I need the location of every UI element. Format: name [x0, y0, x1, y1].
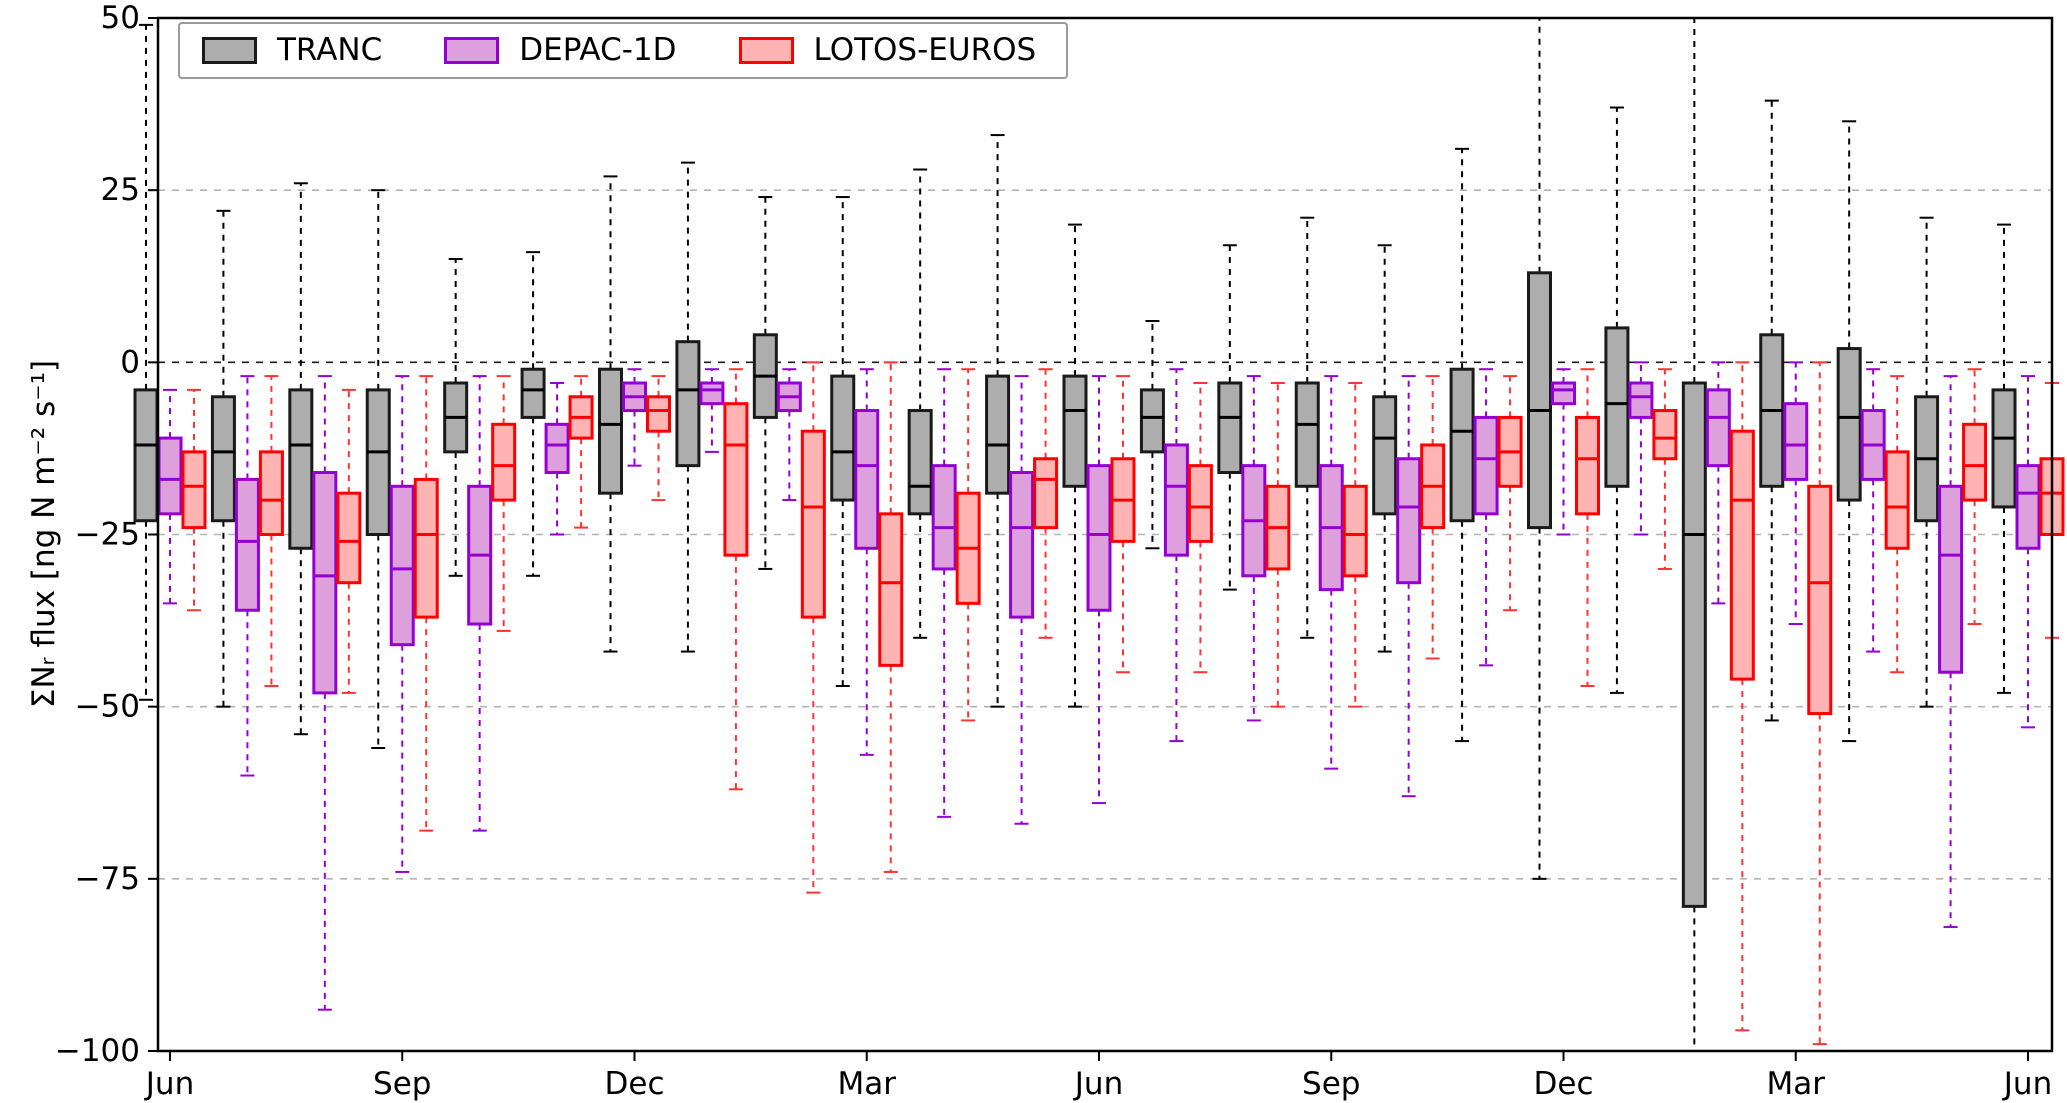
legend-item-depac-1d: DEPAC-1D — [444, 32, 677, 68]
box — [878, 512, 904, 667]
box — [365, 388, 391, 536]
x-tick-label: Jun — [1073, 1066, 1123, 1102]
x-tick-label: Sep — [373, 1066, 431, 1102]
legend-patch-depac-1d — [444, 37, 500, 64]
legend-patch-lotos-euros — [738, 37, 794, 64]
box — [133, 388, 159, 523]
box — [1294, 381, 1320, 488]
box — [1628, 381, 1654, 419]
legend-item-tranc: TRANC — [202, 35, 382, 66]
x-tick-label: Sep — [1302, 1066, 1360, 1102]
box — [830, 374, 856, 502]
box — [210, 395, 236, 523]
legend-item-lotos-euros: LOTOS-EUROS — [738, 32, 1037, 68]
box — [1449, 367, 1475, 523]
box — [312, 471, 338, 695]
box — [1009, 471, 1035, 619]
box — [544, 422, 570, 475]
box — [1884, 450, 1910, 550]
y-axis-label: ΣNᵣ flux [ng N m⁻² s⁻¹] — [26, 359, 62, 709]
box — [907, 409, 933, 516]
legend-label-tranc: TRANC — [277, 32, 383, 68]
y-tick-label: 25 — [101, 172, 140, 208]
box — [1551, 381, 1576, 406]
box — [646, 395, 671, 433]
x-tick-label: Dec — [1534, 1066, 1594, 1102]
box — [1681, 381, 1707, 908]
box — [1342, 484, 1368, 578]
box — [1033, 457, 1059, 530]
box — [234, 477, 260, 612]
legend: TRANC DEPAC-1D LOTOS-EUROS — [178, 22, 1069, 79]
box — [520, 367, 546, 419]
x-tick-label: Mar — [838, 1066, 897, 1102]
box — [1783, 402, 1809, 481]
box — [931, 464, 957, 571]
box — [1575, 415, 1600, 516]
legend-patch-tranc — [202, 37, 257, 64]
box — [2015, 464, 2041, 550]
y-tick-label: −75 — [75, 861, 140, 897]
box — [1062, 374, 1088, 488]
box — [1991, 388, 2017, 509]
box — [1962, 422, 1988, 502]
box — [1086, 464, 1112, 612]
box — [723, 402, 749, 557]
box — [675, 340, 701, 468]
box — [389, 484, 415, 647]
box — [1139, 388, 1165, 454]
x-tick-label: Dec — [605, 1066, 665, 1102]
box — [1705, 388, 1731, 468]
box — [1396, 457, 1422, 585]
box — [157, 436, 183, 516]
x-tick-label: Mar — [1767, 1066, 1826, 1102]
box — [336, 491, 362, 585]
box — [985, 374, 1011, 495]
x-tick-label: Jun — [144, 1066, 194, 1102]
box — [413, 477, 439, 619]
y-tick-label: −100 — [55, 1033, 140, 1069]
box — [491, 422, 517, 502]
y-tick-label: −50 — [75, 689, 140, 725]
y-tick-label: 50 — [101, 0, 140, 36]
box — [258, 450, 284, 536]
box — [800, 429, 826, 619]
box — [1372, 395, 1398, 516]
y-tick-label: 0 — [120, 344, 140, 380]
box — [1938, 484, 1964, 674]
box — [1473, 415, 1499, 516]
legend-label-depac-1d: DEPAC-1D — [519, 32, 677, 68]
box — [1652, 409, 1678, 461]
box — [699, 381, 725, 406]
box — [1836, 347, 1862, 502]
box — [598, 367, 623, 495]
box — [1729, 429, 1755, 681]
box — [1217, 381, 1243, 475]
legend-label-lotos-euros: LOTOS-EUROS — [813, 32, 1037, 68]
y-tick-label: −25 — [75, 517, 140, 553]
box — [1527, 271, 1552, 530]
x-tick-label: Jun — [2002, 1066, 2052, 1102]
box — [1163, 443, 1189, 557]
box — [854, 409, 880, 550]
box — [181, 450, 207, 530]
box — [1604, 326, 1630, 488]
box — [1187, 464, 1213, 543]
box — [1807, 484, 1833, 716]
box — [288, 388, 314, 550]
